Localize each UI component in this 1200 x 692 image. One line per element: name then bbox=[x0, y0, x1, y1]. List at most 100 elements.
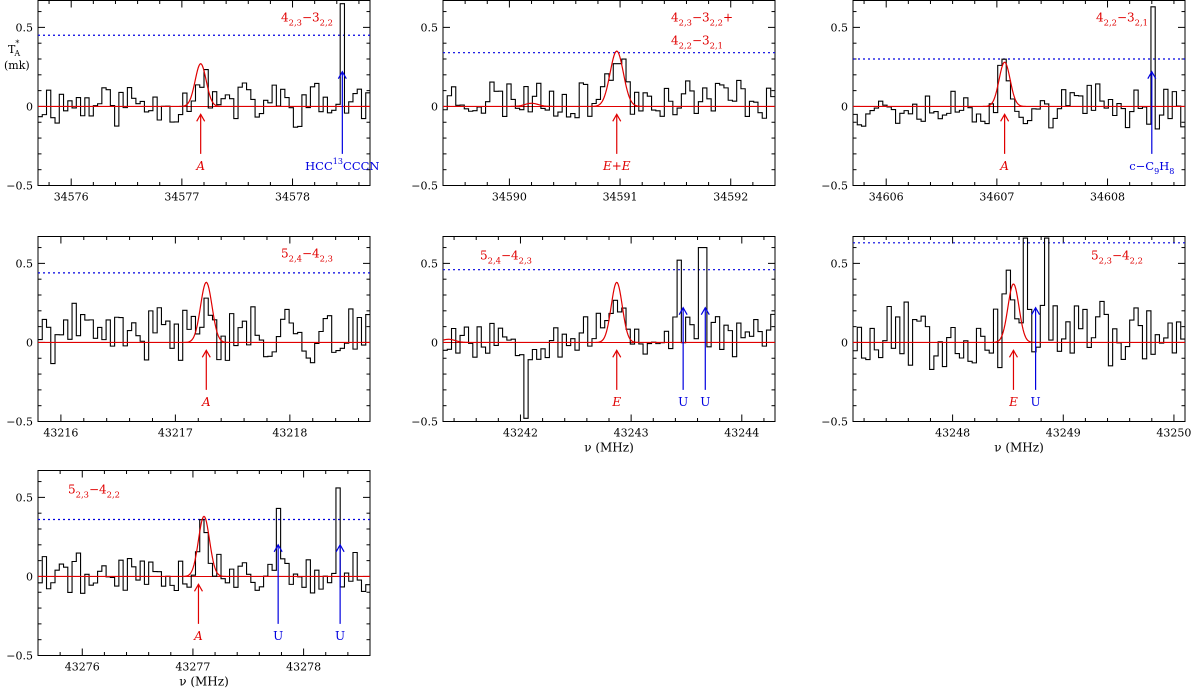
y-tick-label: −0.5 bbox=[6, 650, 33, 663]
arrow-label: U bbox=[1031, 395, 1041, 409]
other-species-arrow: U bbox=[700, 306, 710, 409]
x-axis-label: ν (MHz) bbox=[994, 441, 1044, 455]
arrow-label: A bbox=[999, 159, 1009, 173]
panel-frame bbox=[442, 0, 776, 186]
arrow-label: A bbox=[195, 159, 205, 173]
line-marker-arrow: A bbox=[201, 349, 211, 409]
x-tick-label: 34578 bbox=[275, 191, 310, 204]
arrow-head bbox=[196, 113, 206, 122]
transition-label: 42,3−32,2+ bbox=[671, 11, 733, 28]
x-tick-label: 34577 bbox=[164, 191, 199, 204]
x-tick-label: 34576 bbox=[54, 191, 89, 204]
panel-frame bbox=[37, 470, 371, 656]
x-axis-label: ν (MHz) bbox=[179, 675, 229, 689]
y-tick-label: 0.5 bbox=[831, 257, 849, 270]
spectrum-panel-5: 43242 43243 43244 −0.5 0 0.5 52,4−42,3 E U Uν (MH… bbox=[411, 236, 776, 455]
transition-label: 52,4−42,3 bbox=[480, 249, 532, 266]
x-tick-label: 43278 bbox=[286, 661, 321, 674]
model-line-profile bbox=[853, 61, 1185, 108]
y-tick-label: 0.5 bbox=[831, 21, 849, 34]
other-species-arrow: U bbox=[273, 543, 283, 643]
y-tick-label: 0 bbox=[431, 336, 438, 349]
transition-label: 42,2−32,1 bbox=[1096, 11, 1148, 28]
y-tick-label: −0.5 bbox=[821, 180, 848, 193]
x-tick-label: 34591 bbox=[603, 191, 638, 204]
arrow-head bbox=[612, 349, 622, 358]
arrow-label: U bbox=[678, 395, 688, 409]
arrow-label: A bbox=[193, 629, 203, 643]
spectrum-panel-1: 34576 34577 34578 −0.5 0 0.5 42,3−32,2 A HCC13CC… bbox=[6, 0, 380, 204]
y-tick-label: 0 bbox=[841, 100, 848, 113]
panel-frame bbox=[852, 0, 1186, 186]
observed-spectrum bbox=[443, 247, 775, 419]
x-tick-label: 43248 bbox=[935, 427, 970, 440]
line-marker-arrow: A bbox=[193, 583, 203, 643]
y-tick-label: 0 bbox=[26, 570, 33, 583]
model-line-profile bbox=[443, 281, 775, 344]
arrow-head bbox=[612, 113, 622, 122]
plot-area bbox=[853, 237, 1185, 370]
other-species-arrow: c−C9H8 bbox=[1129, 70, 1174, 176]
transition-label: 52,3−42,2 bbox=[68, 483, 120, 500]
y-axis-title-unit: (mk) bbox=[4, 59, 30, 72]
y-tick-label: 0.5 bbox=[16, 257, 34, 270]
arrow-label: c−C9H8 bbox=[1129, 159, 1174, 176]
plot-area bbox=[443, 50, 775, 119]
model-line-profile bbox=[853, 283, 1185, 344]
arrow-head bbox=[678, 306, 688, 315]
y-tick-label: 0 bbox=[841, 336, 848, 349]
y-axis-title-t: T* A bbox=[8, 39, 20, 58]
x-tick-label: 34590 bbox=[492, 191, 527, 204]
arrow-head bbox=[700, 306, 710, 315]
x-tick-label: 43249 bbox=[1046, 427, 1081, 440]
x-tick-label: 34607 bbox=[979, 191, 1014, 204]
arrow-label: HCC13CCCN bbox=[305, 157, 379, 173]
x-tick-label: 34592 bbox=[713, 191, 748, 204]
y-tick-label: 0.5 bbox=[16, 21, 34, 34]
observed-spectrum bbox=[38, 3, 370, 128]
spectrum-panel-6: 43248 43249 43250 −0.5 0 0.5 52,3−42,2 E Uν (MHz… bbox=[821, 236, 1191, 455]
arrow-label: U bbox=[700, 395, 710, 409]
y-tick-label: 0 bbox=[26, 336, 33, 349]
y-tick-label: 0 bbox=[431, 100, 438, 113]
arrow-label: E bbox=[1008, 395, 1018, 409]
x-tick-label: 34606 bbox=[869, 191, 904, 204]
arrow-head bbox=[1031, 306, 1041, 315]
spectrum-panel-3: 34606 34607 34608 −0.5 0 0.5 42,2−32,1 A c−C9H8 bbox=[821, 0, 1186, 204]
y-tick-label: −0.5 bbox=[411, 416, 438, 429]
model-line-profile bbox=[443, 50, 775, 108]
x-tick-label: 43250 bbox=[1156, 427, 1191, 440]
y-tick-label: 0.5 bbox=[16, 491, 34, 504]
y-tick-label: −0.5 bbox=[411, 180, 438, 193]
arrow-head bbox=[201, 349, 211, 358]
plot-area bbox=[853, 6, 1185, 130]
plot-area bbox=[443, 247, 775, 419]
other-species-arrow: U bbox=[335, 543, 345, 643]
arrow-label: E+E bbox=[602, 159, 631, 173]
plot-area bbox=[38, 487, 370, 594]
other-species-arrow: HCC13CCCN bbox=[305, 70, 380, 173]
arrow-label: U bbox=[273, 629, 283, 643]
y-tick-label: −0.5 bbox=[821, 416, 848, 429]
y-tick-label: 0.5 bbox=[421, 21, 439, 34]
arrow-head bbox=[193, 583, 203, 592]
x-tick-label: 43244 bbox=[724, 427, 759, 440]
panel-frame bbox=[37, 236, 371, 422]
arrow-head bbox=[1008, 349, 1018, 358]
transition-label-second: 42,2−32,1 bbox=[671, 34, 723, 51]
panels: 34576 34577 34578 −0.5 0 0.5 42,3−32,2 A HCC13CC… bbox=[6, 0, 1191, 689]
line-marker-arrow: A bbox=[195, 113, 206, 173]
y-axis-title: T* A (mk) bbox=[4, 39, 30, 72]
x-tick-label: 43218 bbox=[272, 427, 307, 440]
y-tick-label: 0 bbox=[26, 100, 33, 113]
x-tick-label: 43277 bbox=[175, 661, 210, 674]
arrow-head bbox=[1000, 113, 1010, 122]
transition-label: 52,3−42,2 bbox=[1091, 249, 1143, 266]
x-tick-label: 43276 bbox=[65, 661, 100, 674]
spectrum-panel-4: 43216 43217 43218 −0.5 0 0.5 52,4−42,3 A bbox=[6, 236, 371, 440]
panel-frame bbox=[37, 0, 371, 186]
x-tick-label: 43216 bbox=[43, 427, 78, 440]
line-marker-arrow: A bbox=[999, 113, 1010, 173]
line-marker-arrow: E bbox=[611, 349, 622, 409]
